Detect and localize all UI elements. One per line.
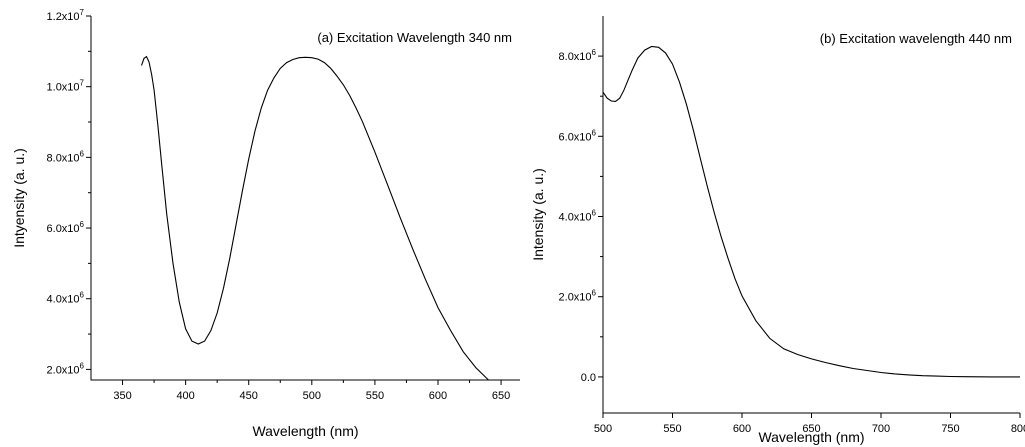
chart-b-y-tick-label: 0.0 [581,372,596,384]
chart-a-x-tick-label: 400 [176,390,194,402]
chart-b-x-tick-label: 750 [941,423,959,435]
chart-b-y-tick-label: 2.0x106 [559,289,597,304]
chart-b-y-tick-label: 8.0x106 [559,48,597,63]
chart-b-x-tick-label: 550 [663,423,681,435]
chart-a: 350 400 450 500 550 600 650 2.0x106 4.0x106 6.0x1… [11,8,520,439]
chart-b-x-tick-label: 500 [594,423,612,435]
chart-a-y-tick-label: 2.0x106 [47,361,85,376]
chart-a-x-axis-title: Wavelength (nm) [252,423,358,439]
chart-a-y-tick-label: 1.2x107 [47,8,85,23]
chart-b-y-tick-label: 4.0x106 [559,209,597,224]
chart-a-x-tick-label: 650 [492,390,510,402]
chart-b-series-line [602,45,1020,378]
chart-a-x-tick-label: 450 [240,390,258,402]
chart-b-axes [602,16,1020,414]
chart-a-y-tick-label: 4.0x106 [47,291,85,306]
chart-b-x-tick-label: 700 [872,423,890,435]
chart-a-x-tick-label: 600 [429,390,447,402]
chart-a-x-tick-label: 500 [303,390,321,402]
chart-a-y-tick-label: 8.0x106 [47,149,85,164]
chart-a-annotation: (a) Excitation Wavelength 340 nm [317,30,512,45]
chart-b-y-tick-label: 6.0x106 [559,128,597,143]
chart-b-x-tick-label: 600 [733,423,751,435]
chart-a-y-tick-label: 6.0x106 [47,220,85,235]
chart-a-x-tick-label: 350 [113,390,131,402]
chart-a-y-axis-title: Intyensity (a. u.) [11,148,27,248]
chart-b-x-tick-label: 650 [802,423,820,435]
chart-a-x-tick-label: 550 [366,390,384,402]
chart-b-x-axis-title: Wavelength (nm) [758,429,864,445]
chart-b-y-axis-title: Intensity (a. u.) [530,168,546,261]
chart-b-x-tick-label: 800 [1011,423,1025,435]
chart-a-y-tick-label: 1.0x107 [47,79,85,94]
chart-a-axes [90,16,520,381]
chart-a-series-line [140,55,489,381]
chart-b-annotation: (b) Excitation wavelength 440 nm [820,31,1012,46]
chart-b: 500 550 600 650 700 750 800 0.0 2.0x106 4.0x106 6.… [530,16,1025,445]
